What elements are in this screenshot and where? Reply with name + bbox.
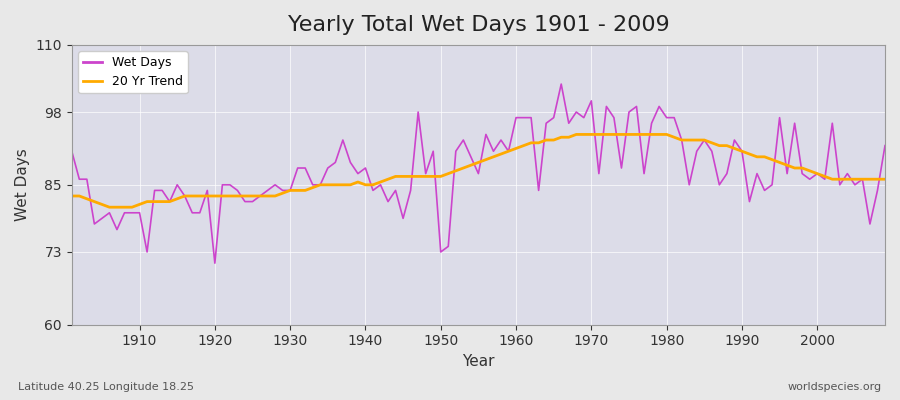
Wet Days [127, 210, 138, 215]
Wet Days [510, 115, 521, 120]
Wet Days [518, 115, 529, 120]
Title: Yearly Total Wet Days 1901 - 2009: Yearly Total Wet Days 1901 - 2009 [287, 15, 670, 35]
20 Yr Trend [345, 182, 356, 187]
Line: Wet Days: Wet Days [72, 84, 885, 263]
Wet Days [879, 143, 890, 148]
Text: worldspecies.org: worldspecies.org [788, 382, 882, 392]
20 Yr Trend [300, 188, 310, 193]
20 Yr Trend [571, 132, 581, 137]
Wet Days [616, 166, 627, 170]
Wet Days [300, 166, 310, 170]
Wet Days [67, 149, 77, 154]
Wet Days [210, 261, 220, 266]
20 Yr Trend [616, 132, 627, 137]
20 Yr Trend [134, 202, 145, 207]
20 Yr Trend [879, 177, 890, 182]
Y-axis label: Wet Days: Wet Days [15, 148, 30, 221]
Legend: Wet Days, 20 Yr Trend: Wet Days, 20 Yr Trend [78, 51, 188, 93]
20 Yr Trend [510, 146, 521, 151]
Wet Days [345, 160, 356, 165]
Wet Days [556, 82, 567, 86]
20 Yr Trend [104, 205, 115, 210]
Text: Latitude 40.25 Longitude 18.25: Latitude 40.25 Longitude 18.25 [18, 382, 194, 392]
20 Yr Trend [518, 143, 529, 148]
X-axis label: Year: Year [462, 354, 495, 369]
20 Yr Trend [67, 194, 77, 198]
Line: 20 Yr Trend: 20 Yr Trend [72, 134, 885, 207]
